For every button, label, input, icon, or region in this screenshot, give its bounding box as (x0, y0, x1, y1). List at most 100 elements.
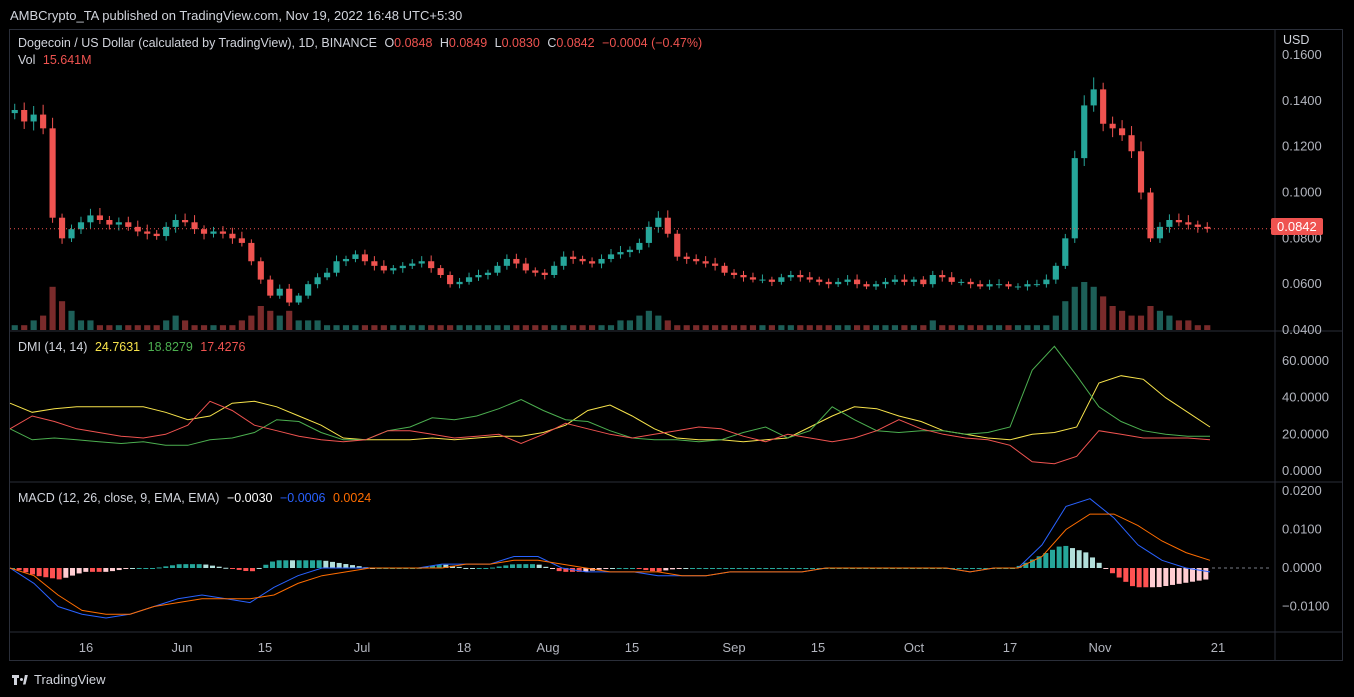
macd-hist-bar (1150, 568, 1155, 588)
volume-bar (58, 301, 66, 330)
footer[interactable]: TradingView (12, 672, 106, 687)
macd-hist-bar (743, 568, 749, 569)
candle-body (977, 284, 984, 287)
candle-body (1166, 220, 1173, 227)
time-tick-label: 15 (258, 640, 272, 655)
volume-bar (49, 286, 56, 330)
volume-bar (759, 325, 766, 330)
macd-hist-bar (130, 568, 135, 569)
macd-hist-bar (756, 568, 762, 569)
volume-bar (1175, 320, 1182, 330)
macd-hist-bar (1136, 568, 1142, 588)
volume-bar (1081, 282, 1088, 330)
macd-hist-bar (750, 568, 755, 569)
volume-bar (465, 325, 473, 330)
candle-body (475, 275, 482, 278)
macd-hist-bar (283, 560, 289, 568)
volume-bar (910, 325, 917, 330)
candle-body (428, 261, 435, 269)
macd-hist-bar (123, 568, 129, 569)
candle-body (1185, 222, 1192, 225)
symbol-title: Dogecoin / US Dollar (calculated by Trad… (18, 36, 377, 50)
macd-hist-bar (1156, 568, 1162, 588)
candle-body (1109, 123, 1116, 129)
candle-body (967, 281, 974, 285)
macd-hist-bar (956, 568, 962, 569)
macd-hist-bar (543, 566, 549, 568)
macd-hist-bar (243, 568, 249, 571)
volume-bar (1204, 325, 1211, 330)
macd-hist-bar (463, 567, 469, 569)
volume-bar (361, 325, 368, 330)
volume-bar (901, 325, 908, 330)
volume-bar (21, 325, 28, 330)
macd-hist-bar (1050, 549, 1055, 568)
macd-hist-bar (583, 568, 589, 572)
volume-bar (863, 325, 870, 330)
volume-bar (532, 325, 539, 330)
volume-bar (200, 325, 208, 330)
candle-body (286, 288, 293, 303)
macd-hist-bar (290, 560, 295, 568)
chart-frame[interactable] (9, 29, 1343, 661)
candle-body (409, 263, 416, 266)
candle-body (361, 254, 368, 262)
candle-body (759, 279, 766, 281)
candle-body (806, 277, 813, 280)
volume-bar (995, 325, 1003, 330)
volume-bar (1109, 306, 1116, 330)
macd-hist-bar (616, 568, 622, 569)
macd-tick-label: −0.0100 (1282, 599, 1329, 614)
volume-bar (598, 325, 605, 330)
macd-hist-bar (630, 568, 635, 569)
volume-bar (778, 325, 785, 330)
volume-bar (551, 325, 558, 330)
candle-body (1147, 192, 1154, 239)
volume-bar (115, 325, 122, 330)
volume-bar (958, 325, 965, 330)
candle-body (787, 275, 794, 278)
volume-bar (456, 325, 463, 330)
macd-hist-bar (210, 565, 215, 568)
candle-body (749, 277, 757, 280)
candle-body (551, 265, 558, 275)
macd-hist-bar (1096, 562, 1102, 568)
macd-hist-bar (296, 560, 302, 568)
candle-body (740, 275, 747, 278)
macd-hist-bar (1083, 552, 1089, 568)
volume-bar (929, 320, 936, 330)
candle-body (144, 231, 151, 234)
macd-hist-bar (143, 568, 149, 569)
dmi-tick-label: 60.0000 (1282, 353, 1329, 368)
macd-hist-bar (456, 566, 462, 568)
macd-hist-bar (650, 568, 655, 572)
volume-bar (740, 325, 747, 330)
candle-body (305, 284, 312, 296)
macd-tick-label: 0.0200 (1282, 483, 1322, 498)
macd-hist-bar (436, 564, 442, 568)
macd-hist-bar (336, 562, 342, 568)
dmi-plus-value: 18.8279 (147, 340, 193, 354)
macd-hist-bar (170, 565, 175, 568)
volume-bar (1043, 325, 1050, 330)
macd-hist-bar (730, 568, 735, 569)
close-value: 0.0842 (556, 36, 595, 50)
volume-bar (163, 320, 170, 330)
macd-hist-bar (963, 568, 969, 569)
volume-bar (219, 325, 227, 330)
macd-hist-bar (663, 568, 669, 571)
volume-bar (399, 325, 406, 330)
macd-hist-bar (16, 568, 22, 571)
candle-body (693, 258, 700, 262)
volume-bar (172, 315, 179, 330)
volume-bar (342, 325, 350, 330)
candle-body (1119, 128, 1126, 136)
candle-body (570, 256, 577, 259)
macd-hist-bar (1090, 557, 1095, 568)
macd-hist-bar (776, 568, 782, 569)
macd-hist-bar (223, 567, 229, 569)
candle-body (683, 256, 690, 259)
macd-hist-bar (636, 568, 642, 569)
candle-body (1081, 105, 1088, 159)
